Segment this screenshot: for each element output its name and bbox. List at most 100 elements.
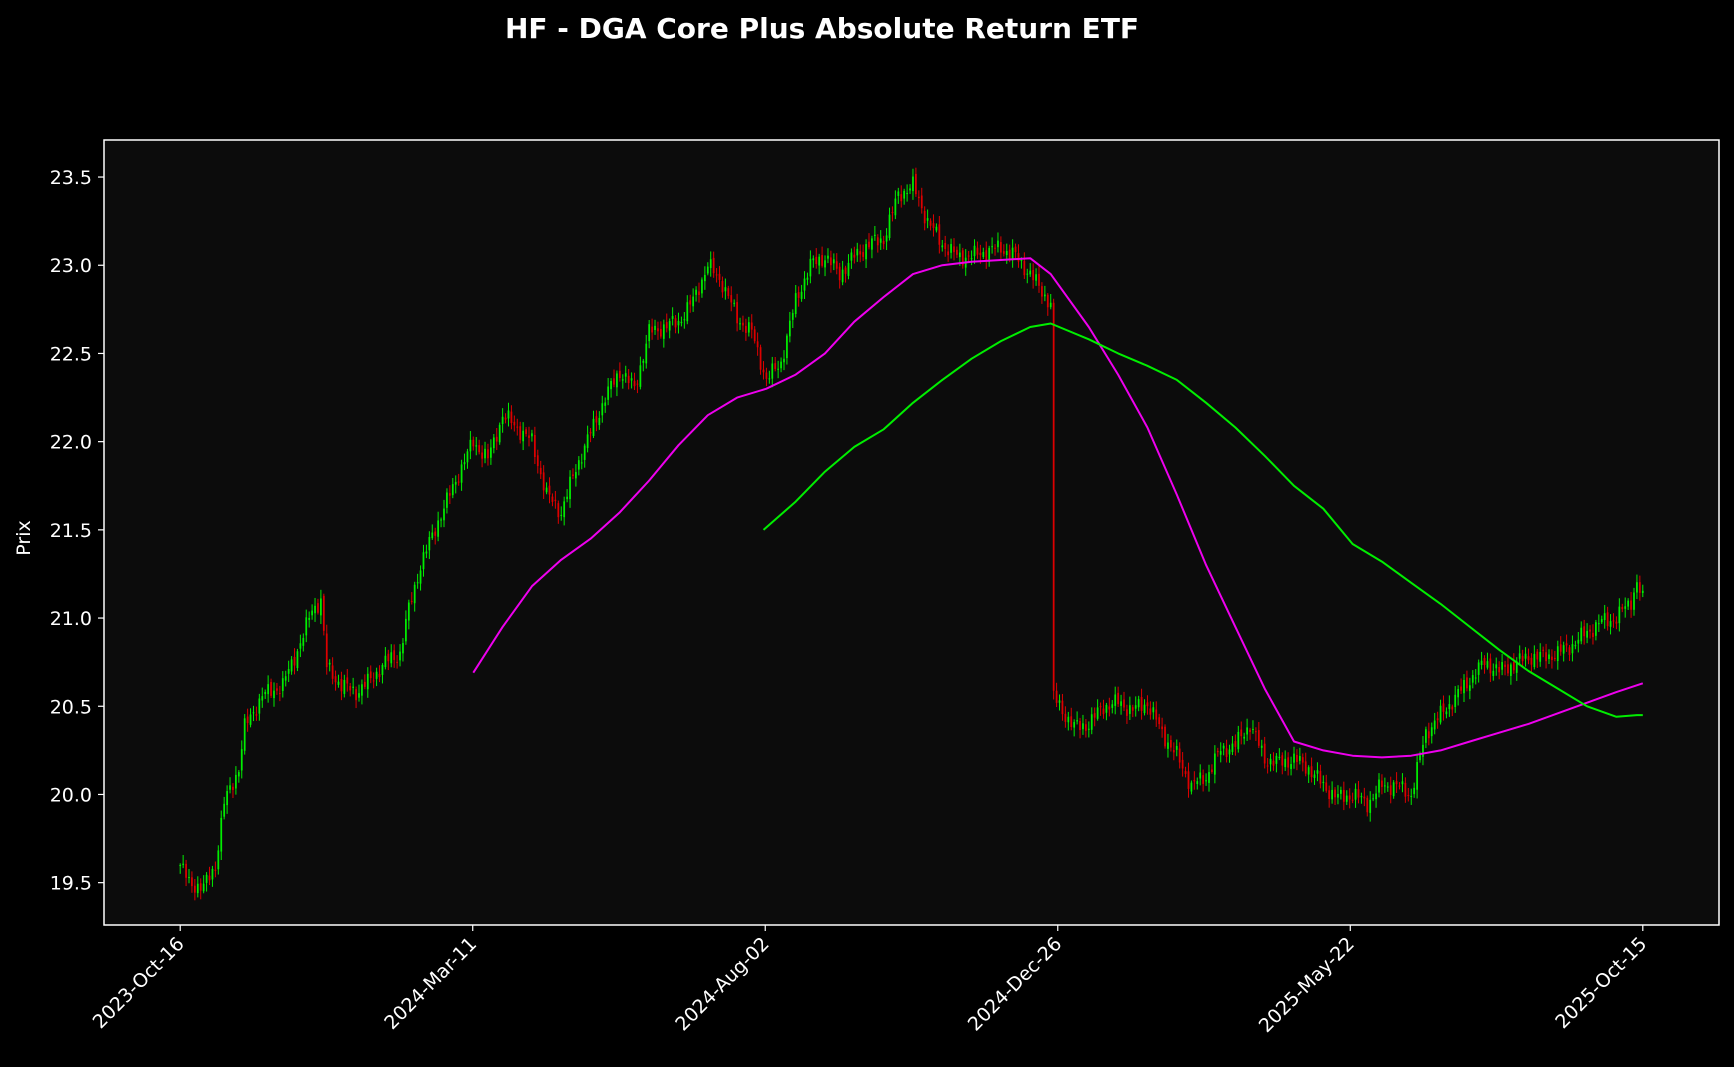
candle-body (182, 863, 185, 865)
candle-body (1556, 646, 1559, 661)
candle-body (355, 689, 357, 701)
candle-body (1524, 653, 1527, 659)
candle-body (1448, 704, 1451, 710)
candle-body (460, 464, 463, 483)
candle-body (1211, 769, 1213, 773)
candle-body (1052, 302, 1055, 691)
candle-body (900, 194, 903, 202)
candle-body (624, 373, 627, 377)
candle-body (961, 250, 964, 266)
candle-body (821, 255, 823, 266)
candle-body (1304, 761, 1307, 774)
candle-body (1313, 774, 1316, 778)
candle-body (692, 296, 695, 307)
candle-body (1600, 619, 1603, 623)
candle-body (1398, 785, 1401, 787)
candle-body (366, 673, 369, 690)
candle-body (1328, 790, 1331, 799)
candle-body (490, 447, 492, 458)
candle-body (1633, 592, 1635, 610)
candle-body (1351, 799, 1354, 801)
candle-body (783, 358, 785, 363)
candle-body (378, 673, 381, 678)
candle-body (1389, 785, 1392, 795)
candle-body (1445, 711, 1448, 715)
candle-body (284, 676, 287, 681)
candle-body (774, 363, 777, 370)
candle-body (1427, 731, 1430, 739)
candle-body (932, 223, 935, 228)
candle-body (745, 325, 747, 333)
candle-body (443, 508, 445, 521)
candle-body (1257, 730, 1260, 746)
candle-body (944, 243, 947, 250)
candle-body (358, 693, 360, 698)
candle-body (1360, 796, 1363, 798)
candle-body (1090, 714, 1093, 730)
candle-body (768, 378, 771, 380)
candle-body (1419, 754, 1421, 761)
candle-body (1108, 706, 1111, 710)
candle-body (727, 288, 730, 296)
candle-body (1583, 626, 1586, 637)
candle-body (1184, 771, 1187, 774)
candle-body (463, 462, 466, 465)
candle-body (1114, 694, 1117, 706)
candle-body (674, 318, 677, 328)
candle-body (1219, 751, 1222, 755)
candle-body (1123, 699, 1125, 708)
candle-body (1249, 729, 1251, 732)
candle-body (428, 536, 431, 551)
candle-body (791, 313, 794, 320)
candle-body (1545, 652, 1547, 662)
candle-body (381, 664, 384, 675)
candle-body (484, 448, 486, 459)
candle-body (1413, 787, 1416, 795)
y-tick-label: 19.5 (50, 873, 92, 895)
candle-body (516, 426, 519, 428)
candle-body (1483, 658, 1486, 666)
candle-body (621, 379, 624, 381)
candle-body (973, 245, 976, 257)
candle-body (1357, 789, 1360, 798)
candle-body (448, 493, 451, 496)
candle-body (308, 617, 311, 620)
candle-body (352, 686, 355, 688)
candle-body (572, 474, 574, 476)
candle-body (1580, 627, 1583, 642)
candle-body (419, 570, 422, 584)
candle-body (706, 266, 709, 274)
candle-body (1020, 259, 1023, 261)
candle-body (1058, 700, 1061, 703)
candle-body (721, 281, 724, 293)
candle-body (235, 774, 237, 789)
candle-body (237, 772, 240, 777)
candle-body (1301, 757, 1304, 763)
candle-body (920, 195, 923, 209)
candle-body (868, 241, 870, 248)
candle-body (1495, 664, 1498, 669)
candle-body (1515, 661, 1518, 673)
candle-body (220, 817, 223, 852)
candle-body (1014, 246, 1017, 253)
candle-body (1181, 759, 1184, 769)
candle-body (786, 335, 788, 359)
candle-body (742, 322, 744, 326)
candle-body (1354, 788, 1357, 800)
candle-body (1378, 779, 1380, 793)
candle-body (1061, 700, 1064, 715)
x-tick-label: 2024-Aug-02 (671, 933, 773, 1035)
candle-body (1442, 703, 1445, 712)
moving-average-series (472, 257, 1644, 759)
candle-body (252, 712, 255, 714)
candle-body (947, 251, 950, 256)
candle-body (970, 258, 973, 260)
candle-body (185, 863, 187, 878)
candle-body (399, 651, 401, 661)
candle-body (317, 603, 319, 613)
candle-body (613, 378, 615, 385)
candle-body (1489, 658, 1492, 674)
candle-body (1017, 253, 1020, 262)
candle-body (976, 247, 979, 255)
